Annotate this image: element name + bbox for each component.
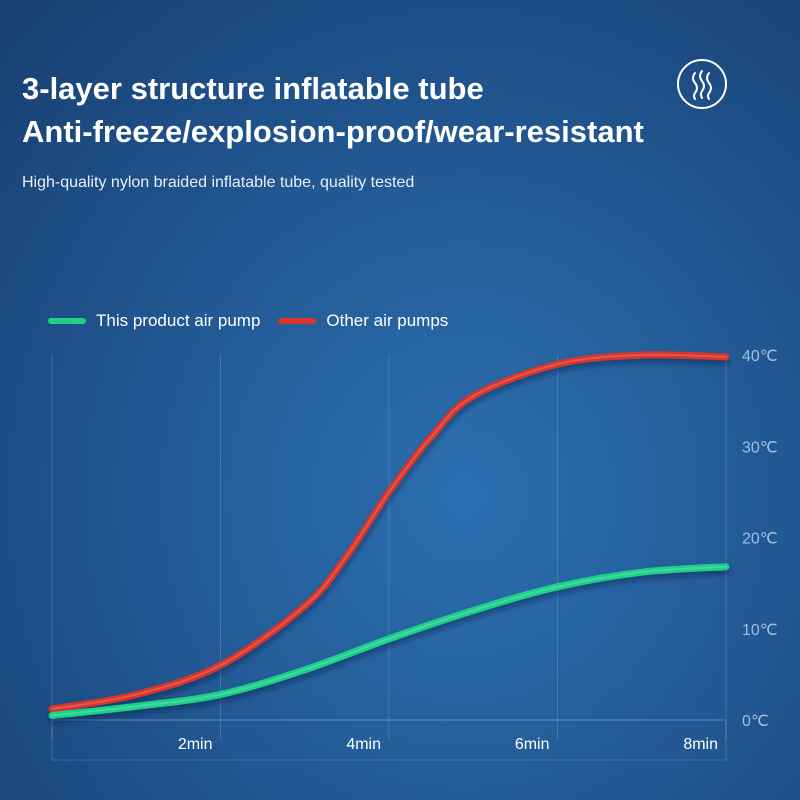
y-tick-label: 20℃ (742, 531, 778, 548)
legend-label: This product air pump (96, 311, 261, 330)
x-tick-label: 2min (178, 736, 213, 753)
legend-item-this-product: This product air pump (48, 311, 260, 331)
page-title: 3-layer structure inflatable tube (22, 71, 484, 106)
y-tick-label: 30℃ (742, 439, 778, 456)
series-line-this-product (48, 563, 730, 719)
x-tick-label: 8min (683, 736, 718, 753)
series-highlight-this-product (51, 565, 727, 717)
series-highlight-other-pumps (51, 353, 727, 711)
legend-label: Other air pumps (326, 311, 449, 330)
series-line-other-pumps (48, 351, 730, 713)
legend-item-other-pumps: Other air pumps (278, 311, 448, 331)
y-tick-label: 40℃ (742, 348, 778, 365)
legend-swatch-green (48, 318, 86, 324)
y-tick-label: 10℃ (742, 622, 778, 639)
chart-legend: This product air pump Other air pumps (48, 311, 466, 331)
y-tick-label: 0℃ (742, 713, 769, 730)
x-tick-label: 6min (515, 736, 550, 753)
heat-waves-icon (677, 59, 727, 109)
page-subtitle-heading: Anti-freeze/explosion-proof/wear-resista… (22, 114, 644, 149)
x-tick-label: 4min (346, 736, 381, 753)
page-subtitle: High-quality nylon braided inflatable tu… (22, 174, 415, 191)
legend-swatch-red (278, 318, 317, 324)
